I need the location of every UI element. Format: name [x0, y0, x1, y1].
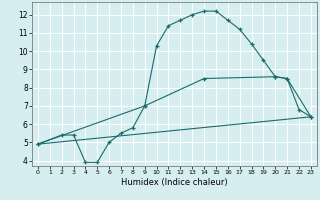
- X-axis label: Humidex (Indice chaleur): Humidex (Indice chaleur): [121, 178, 228, 187]
